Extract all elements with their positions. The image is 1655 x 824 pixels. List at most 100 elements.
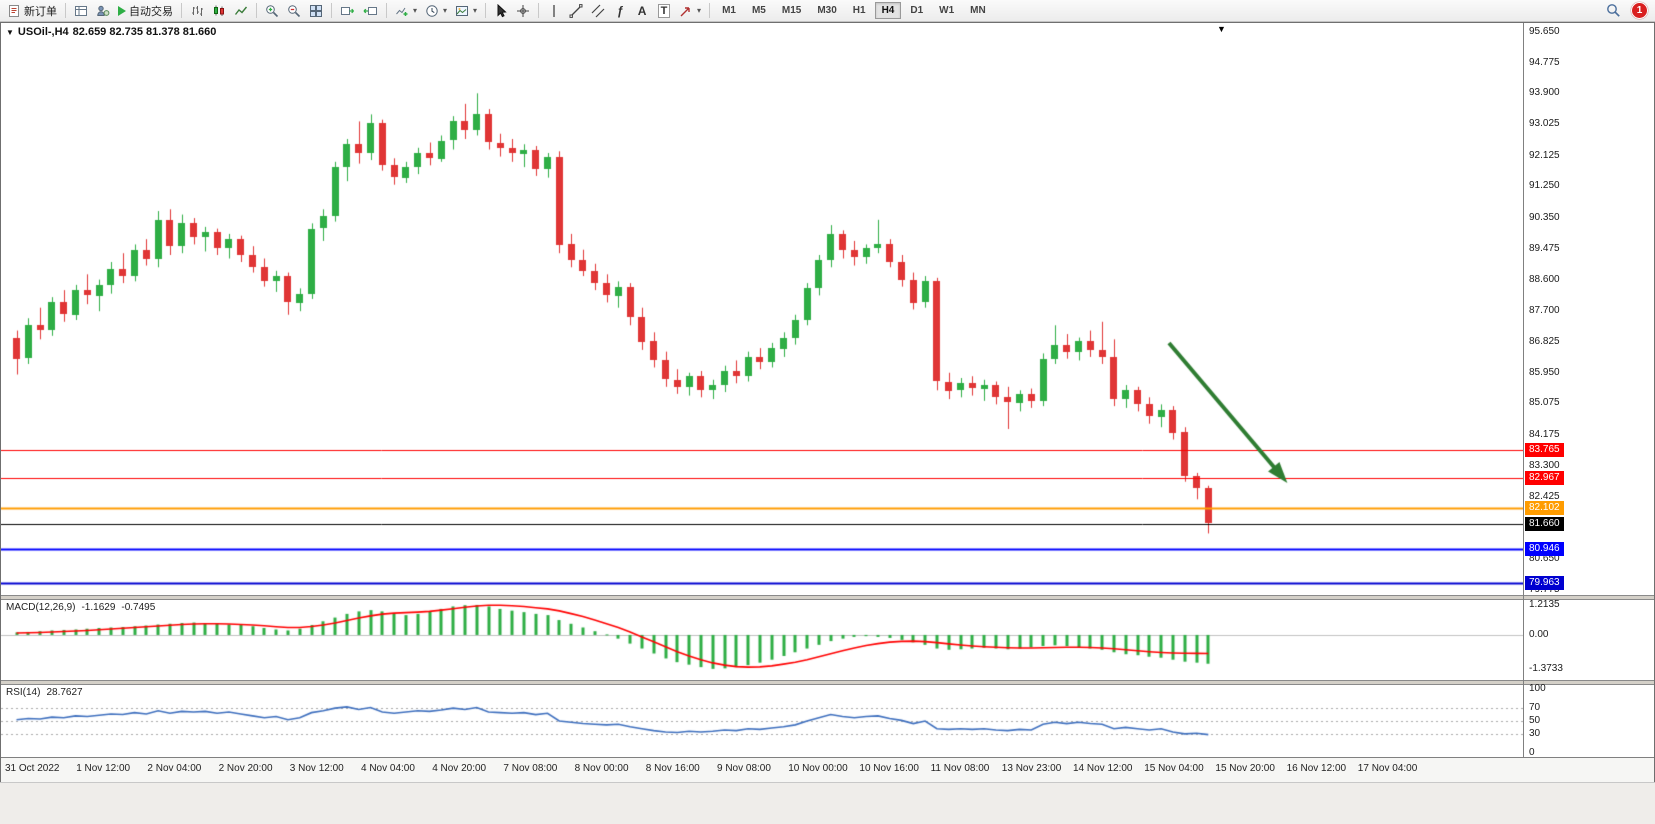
- periods-button[interactable]: ▾: [421, 1, 451, 21]
- zoom-in-icon: [266, 4, 279, 17]
- chart-shift-button[interactable]: [359, 1, 382, 21]
- timeframe-button-m5[interactable]: M5: [745, 2, 773, 19]
- search-button[interactable]: [1602, 1, 1625, 21]
- price-tick: 88.600: [1529, 273, 1560, 285]
- price-axis-border: [1523, 23, 1524, 757]
- main-chart-canvas[interactable]: [1, 23, 1523, 595]
- auto-trading-button[interactable]: 自动交易: [114, 1, 177, 21]
- tile-windows-button[interactable]: [305, 1, 327, 21]
- toolbar-separator: [65, 3, 66, 18]
- macd-axis[interactable]: 1.2135 0.00 -1.3733: [1524, 598, 1654, 680]
- shapes-button[interactable]: ▾: [675, 1, 705, 21]
- time-label: 3 Nov 12:00: [289, 763, 344, 774]
- chart-shift-marker-icon[interactable]: ▼: [1217, 24, 1226, 34]
- macd-tick: 0.00: [1529, 628, 1549, 640]
- time-label: 1 Nov 12:00: [76, 763, 131, 774]
- label-tool-icon: T: [657, 3, 671, 18]
- line-chart-mode-button[interactable]: [230, 1, 252, 21]
- bar-chart-mode-button[interactable]: [186, 1, 208, 21]
- price-tick: 90.350: [1529, 212, 1560, 224]
- macd-tick: 1.2135: [1529, 598, 1560, 610]
- indicators-button[interactable]: ▾: [391, 1, 421, 21]
- timeframe-button-h1[interactable]: H1: [846, 2, 873, 19]
- time-label: 10 Nov 16:00: [859, 763, 919, 774]
- price-axis[interactable]: 95.650 94.775 93.900 93.025 92.125 91.250 90.3…: [1524, 23, 1654, 595]
- chart-symbol-period: USOil-,H4: [17, 26, 69, 38]
- price-line-label: 83.765: [1525, 442, 1564, 457]
- time-label: 15 Nov 20:00: [1215, 763, 1275, 774]
- crosshair-button[interactable]: [512, 1, 534, 21]
- price-tick: 92.125: [1529, 149, 1560, 161]
- time-label: 8 Nov 16:00: [645, 763, 700, 774]
- text-label-button[interactable]: T: [653, 1, 675, 21]
- price-tick: 86.825: [1529, 335, 1560, 347]
- cursor-button[interactable]: [490, 1, 512, 21]
- rsi-tick: 70: [1529, 702, 1541, 714]
- timeframe-button-mn[interactable]: MN: [963, 2, 993, 19]
- candlestick-mode-button[interactable]: [208, 1, 230, 21]
- timeframe-button-m15[interactable]: M15: [775, 2, 808, 19]
- fibonacci-button[interactable]: ƒ: [609, 1, 631, 21]
- templates-button[interactable]: ▾: [451, 1, 481, 21]
- time-label: 10 Nov 00:00: [788, 763, 848, 774]
- collapse-triangle-icon: ▼: [6, 27, 14, 37]
- rsi-axis[interactable]: 100 70 50 30 0: [1524, 682, 1654, 758]
- navigator-button[interactable]: [92, 1, 114, 21]
- vertical-line-button[interactable]: [543, 1, 565, 21]
- price-line-label: 80.946: [1525, 541, 1564, 556]
- channel-icon: [591, 4, 605, 17]
- cursor-icon: [497, 3, 507, 17]
- timeframe-button-m30[interactable]: M30: [810, 2, 843, 19]
- rsi-tick: 50: [1529, 715, 1541, 726]
- toolbar-separator: [709, 3, 711, 18]
- timeframe-toolbar: M1 M5 M15 M30 H1 H4 D1 W1 MN: [714, 2, 994, 19]
- market-watch-icon: [75, 5, 87, 16]
- text-button[interactable]: A: [631, 1, 653, 21]
- navigator-icon: [97, 5, 110, 16]
- tile-windows-icon: [310, 4, 322, 17]
- market-watch-button[interactable]: [70, 1, 92, 21]
- time-label: 4 Nov 04:00: [361, 763, 415, 774]
- new-order-button[interactable]: 新订单: [3, 1, 61, 21]
- arrow-shape-icon: [680, 6, 690, 16]
- macd-signal-value: -0.7495: [121, 602, 156, 613]
- notification-badge[interactable]: 1: [1631, 2, 1648, 19]
- timeframe-button-m1[interactable]: M1: [715, 2, 743, 19]
- rsi-tick: 30: [1529, 727, 1541, 739]
- timeframe-button-w1[interactable]: W1: [932, 2, 961, 19]
- time-label: 2 Nov 04:00: [147, 763, 202, 774]
- trendline-icon: [569, 3, 583, 18]
- price-tick: 82.425: [1529, 490, 1560, 502]
- chevron-down-icon: ▾: [413, 6, 418, 15]
- time-label: 31 Oct 2022: [5, 763, 60, 774]
- chart-ohlc-values: 82.659 82.735 81.378 81.660: [72, 26, 217, 38]
- macd-label: MACD(12,26,9) -1.1629 -0.7495: [6, 602, 156, 613]
- toolbar-separator: [386, 3, 387, 18]
- price-tick: 91.250: [1529, 180, 1560, 192]
- zoom-in-button[interactable]: [261, 1, 283, 21]
- crosshair-icon: [517, 4, 530, 17]
- zoom-out-icon: [288, 4, 301, 17]
- chart-window: ▼ USOil-,H4 82.659 82.735 81.378 81.660 …: [0, 22, 1655, 782]
- channel-button[interactable]: [587, 1, 609, 21]
- panel-divider[interactable]: [1, 680, 1654, 685]
- time-label: 2 Nov 20:00: [218, 763, 273, 774]
- bar-chart-mode-icon: [192, 5, 203, 16]
- rsi-canvas[interactable]: [1, 685, 1523, 757]
- new-order-label: 新订单: [24, 5, 57, 18]
- time-axis[interactable]: 31 Oct 2022 1 Nov 12:00 2 Nov 04:00 2 Nov 2…: [1, 757, 1654, 782]
- auto-scroll-button[interactable]: [336, 1, 359, 21]
- time-label: 4 Nov 20:00: [432, 763, 487, 774]
- zoom-out-button[interactable]: [283, 1, 305, 21]
- auto-trading-play-icon: [118, 5, 126, 16]
- timeframe-button-h4[interactable]: H4: [874, 2, 902, 19]
- panel-divider[interactable]: [1, 595, 1654, 600]
- chart-title: ▼ USOil-,H4 82.659 82.735 81.378 81.660: [6, 26, 216, 38]
- toolbar: 新订单 自动交易: [0, 0, 1655, 22]
- trendline-button[interactable]: [565, 1, 587, 21]
- status-bar: [0, 782, 1655, 824]
- macd-canvas[interactable]: [1, 600, 1523, 680]
- macd-main-value: -1.1629: [81, 602, 116, 613]
- timeframe-button-d1[interactable]: D1: [903, 2, 930, 19]
- rsi-tick: 100: [1529, 682, 1546, 694]
